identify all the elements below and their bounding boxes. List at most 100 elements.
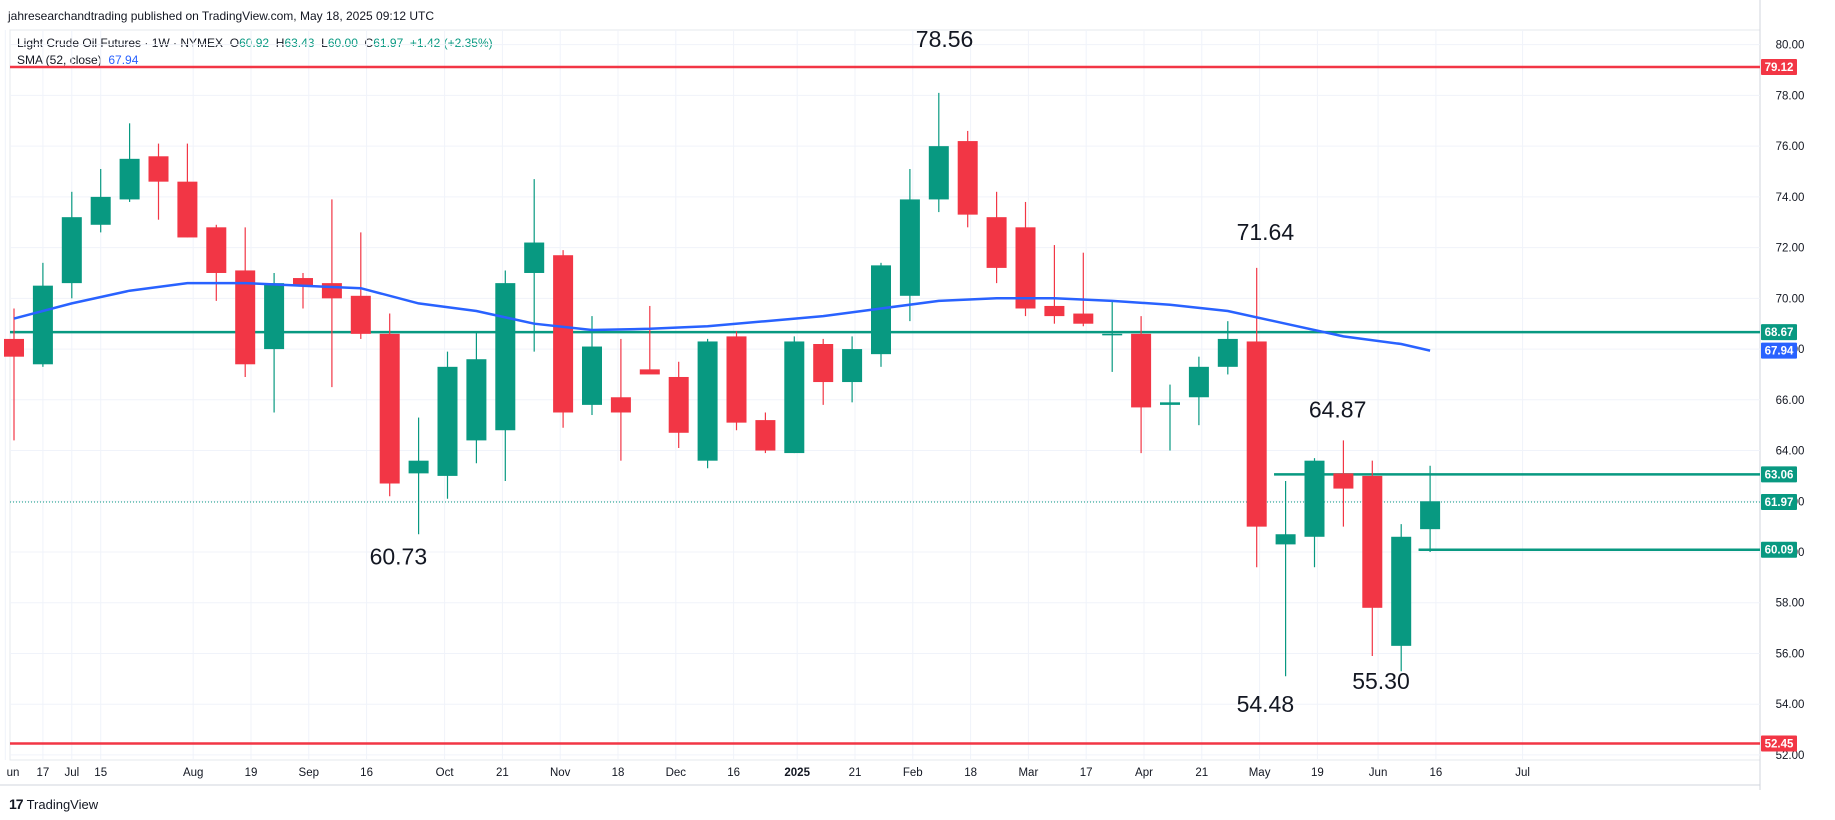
candle: [871, 262, 891, 367]
candle-body: [524, 242, 545, 273]
open-label: O: [229, 36, 240, 50]
publisher-line: jahresearchandtrading published on Tradi…: [8, 9, 435, 23]
candle-body: [1160, 402, 1180, 405]
price-tag-label: 79.12: [1765, 62, 1794, 74]
candle-body: [1304, 460, 1325, 537]
x-tick-label: 16: [360, 767, 373, 779]
sma-layer: [13, 281, 1431, 352]
candle-body: [1333, 473, 1354, 489]
candle-body: [1246, 341, 1267, 527]
candle-body: [755, 420, 776, 451]
candle-body: [32, 285, 53, 365]
chart-legend: Light Crude Oil Futures · 1W · NYMEX O60…: [17, 35, 493, 69]
candle: [553, 250, 574, 428]
price-axis[interactable]: 52.0054.0056.0058.0060.0062.0064.0066.00…: [1776, 40, 1805, 762]
candle: [610, 338, 631, 461]
candle-body: [4, 338, 24, 357]
candle-body: [293, 278, 313, 286]
candle: [899, 168, 920, 322]
price-tags: 79.12 68.67 63.06 60.09 52.45 67.94 61.97: [1761, 59, 1797, 752]
tradingview-logo[interactable]: 17 TradingView: [9, 796, 98, 812]
y-tick-label: 54.00: [1776, 699, 1805, 711]
candle: [582, 316, 602, 416]
candle-body: [235, 270, 256, 365]
x-tick-label: 21: [496, 767, 509, 779]
y-tick-label: 78.00: [1776, 90, 1805, 102]
open-value: 60.92: [239, 36, 270, 50]
candle-body: [148, 156, 169, 182]
candle: [177, 143, 198, 238]
price-tag-label: 67.94: [1765, 346, 1794, 358]
high-value: 63.43: [284, 36, 315, 50]
candle-body: [726, 336, 747, 423]
low-label: L: [321, 36, 328, 50]
y-tick-label: 52.00: [1776, 750, 1805, 762]
candle-body: [1015, 227, 1036, 309]
candle: [293, 272, 313, 309]
candle: [1188, 356, 1209, 426]
candle: [1362, 460, 1383, 656]
x-tick-label: May: [1249, 767, 1271, 779]
candle-body: [1420, 501, 1441, 530]
y-tick-label: 64.00: [1776, 446, 1805, 458]
candle: [235, 227, 256, 377]
sma-row: SMA (52, close) 67.94: [17, 52, 493, 69]
price-annotation: 78.56: [916, 26, 974, 52]
annotations: 78.56 71.64 64.87 60.73 54.48 55.30: [370, 26, 1410, 717]
price-annotation: 71.64: [1237, 219, 1295, 245]
candle: [1131, 316, 1152, 454]
tradingview-logo-icon: 17: [9, 796, 24, 812]
price-tag-bg: [1761, 541, 1797, 558]
candle-body: [957, 141, 978, 215]
symbol-title: Light Crude Oil Futures · 1W · NYMEX: [17, 36, 224, 50]
x-tick-label: 19: [245, 767, 258, 779]
candle-body: [408, 460, 429, 474]
candle: [1073, 252, 1094, 327]
price-tag-label: 60.09: [1765, 545, 1794, 557]
candle-body: [842, 349, 863, 383]
candle: [32, 262, 53, 367]
x-tick-label: Sep: [299, 767, 319, 779]
candle: [408, 417, 429, 535]
candle: [264, 272, 285, 413]
price-annotation: 64.87: [1309, 397, 1367, 423]
candle-body: [1188, 366, 1209, 398]
candle: [813, 338, 834, 405]
y-tick-label: 66.00: [1776, 395, 1805, 407]
y-tick-label: 70.00: [1776, 293, 1805, 305]
candle: [986, 191, 1007, 284]
x-tick-label: 21: [1195, 767, 1208, 779]
y-tick-label: 76.00: [1776, 141, 1805, 153]
candle-body: [1275, 534, 1296, 545]
candle-body: [813, 344, 834, 383]
candle: [4, 308, 24, 441]
candle: [437, 351, 458, 499]
candle-body: [1362, 475, 1383, 608]
candle-body: [986, 217, 1007, 268]
price-tag-label: 68.67: [1765, 327, 1794, 339]
candle-body: [582, 346, 602, 405]
candle: [928, 92, 949, 213]
x-tick-label: 2025: [784, 767, 810, 779]
y-tick-label: 72.00: [1776, 243, 1805, 255]
x-tick-label: 19: [1311, 767, 1324, 779]
x-tick-label: Dec: [666, 767, 687, 779]
price-tag-bg: [1761, 735, 1797, 752]
ohlc-row: Light Crude Oil Futures · 1W · NYMEX O60…: [17, 35, 493, 52]
price-tag-bg: [1761, 466, 1797, 483]
candle: [697, 338, 718, 469]
candle: [639, 305, 660, 375]
candle: [1044, 245, 1065, 324]
candle: [1391, 524, 1412, 672]
x-tick-label: Jul: [1515, 767, 1530, 779]
candle: [755, 412, 776, 454]
candle: [321, 199, 342, 388]
x-tick-label: Nov: [550, 767, 571, 779]
x-tick-label: Apr: [1135, 767, 1153, 779]
time-axis[interactable]: un 17 Jul 15 Aug 19 Sep 16 Oct 21 Nov 18 Dec 16 2025 21…: [7, 767, 1530, 779]
candle: [1275, 480, 1296, 677]
y-tick-label: 80.00: [1776, 40, 1805, 52]
x-tick-label: 16: [1429, 767, 1442, 779]
tradingview-brand: TradingView: [26, 796, 99, 812]
